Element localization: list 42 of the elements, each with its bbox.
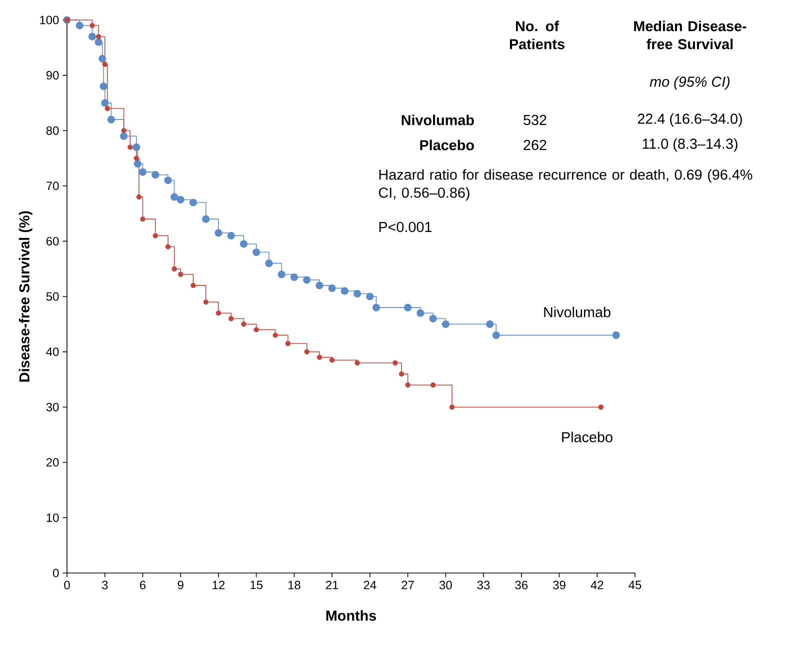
x-tick-label: 21: [326, 580, 338, 590]
y-tick-label: 0: [52, 568, 59, 578]
y-tick-label: 40: [46, 348, 59, 356]
y-tick-label: 100: [40, 16, 59, 24]
x-tick-label: 45: [628, 580, 642, 590]
x-tick-label: 6: [140, 580, 146, 590]
y-tick-label: 80: [46, 126, 59, 135]
annotation: P<0.001: [379, 222, 432, 232]
y-tick-label: 90: [46, 71, 59, 80]
text: Nivolumab: [402, 114, 474, 126]
annotation: 532: [524, 114, 546, 126]
annotation: Hazard ratio for disease recurrence or death, 0.69 (96.4% CI, 0.56–0.86): [378, 169, 752, 201]
series-label: Nivolumab: [544, 306, 610, 318]
y-tick-label: 30: [46, 402, 59, 412]
x-tick-label: 12: [212, 580, 225, 590]
x-tick-label: 36: [515, 580, 528, 590]
series-label: Placebo: [562, 432, 612, 442]
x-tick-label: 39: [553, 580, 566, 590]
y-tick-label: 20: [46, 458, 59, 467]
x-tick-label: 3: [102, 580, 108, 590]
y-axis-title: Disease-free Survival (%): [18, 211, 32, 382]
annotation: Median Disease-free Survival: [634, 20, 746, 50]
text: Placebo: [420, 140, 474, 150]
x-tick-label: 27: [402, 580, 414, 590]
y-tick-label: 10: [46, 513, 59, 522]
x-tick-label: 24: [364, 580, 376, 590]
x-tick-label: 33: [477, 580, 490, 590]
text: 22.4 (16.6–34.0): [638, 113, 742, 127]
annotation: 262: [524, 140, 546, 150]
x-tick-label: 9: [178, 580, 184, 590]
text: 11.0 (8.3–14.3): [642, 138, 738, 152]
annotation: No. of Patients: [510, 20, 564, 50]
y-tick-label: 50: [46, 292, 59, 301]
x-tick-label: 30: [439, 580, 452, 590]
x-tick-label: 18: [288, 580, 300, 590]
text: mo (95% CI): [650, 76, 730, 90]
y-tick-label: 60: [46, 236, 59, 246]
y-tick-label: 70: [46, 182, 59, 190]
x-tick-label: 0: [64, 580, 70, 590]
x-tick-label: 15: [250, 580, 262, 590]
x-axis-title: Months: [326, 610, 376, 621]
x-tick-label: 42: [590, 580, 604, 590]
